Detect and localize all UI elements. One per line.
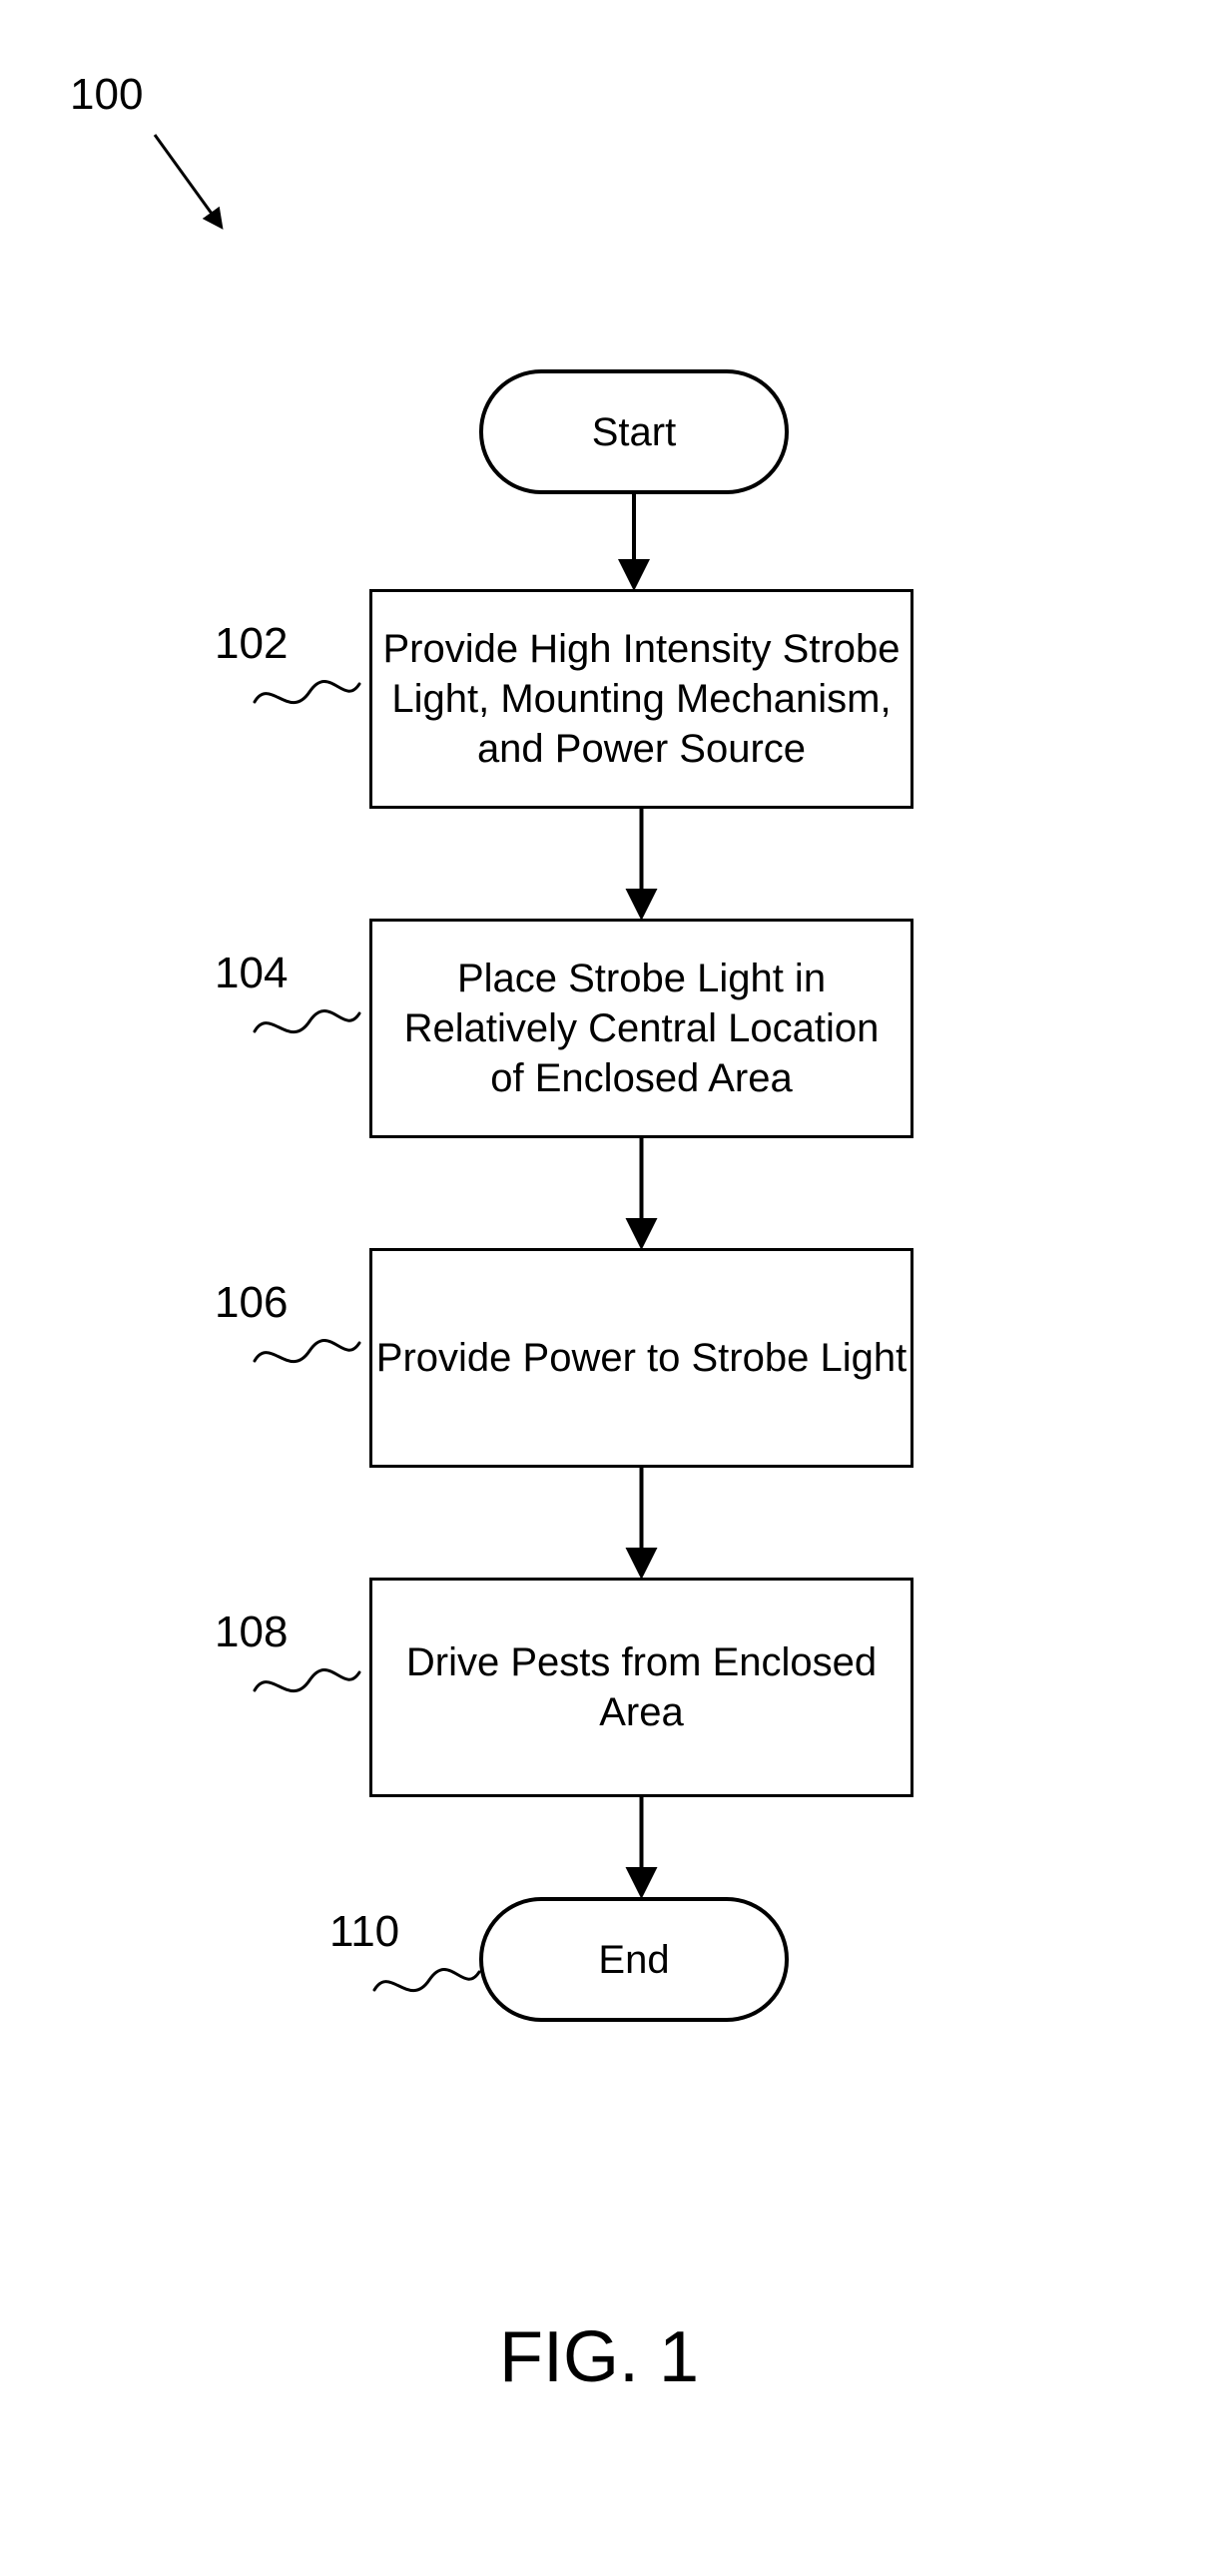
ref-lead-squiggle — [255, 1669, 359, 1690]
ref-lead-squiggle — [255, 1340, 359, 1361]
ref-label-104: 104 — [215, 949, 288, 998]
ref-label-106: 106 — [215, 1278, 288, 1328]
ref-lead-squiggle — [255, 681, 359, 702]
figure-title: FIG. 1 — [499, 2316, 699, 2398]
ref-label-108: 108 — [215, 1608, 288, 1657]
ref-label-100: 100 — [70, 70, 143, 120]
process-step-106-label: Provide Power to Strobe Light — [376, 1333, 907, 1383]
ref-label-110: 110 — [329, 1907, 399, 1957]
ref-lead-arrow — [155, 135, 220, 225]
terminator-start: Start — [479, 369, 789, 494]
process-step-104: Place Strobe Light in Relatively Central… — [369, 919, 913, 1138]
flowchart-canvas: Start Provide High Intensity Strobe Ligh… — [0, 0, 1213, 2576]
process-step-102-label: Provide High Intensity Strobe Light, Mou… — [382, 624, 900, 774]
ref-lead-squiggle — [255, 1010, 359, 1031]
process-step-106: Provide Power to Strobe Light — [369, 1248, 913, 1468]
ref-label-102: 102 — [215, 619, 288, 669]
process-step-104-label: Place Strobe Light in Relatively Central… — [404, 954, 880, 1103]
terminator-end: End — [479, 1897, 789, 2022]
terminator-end-label: End — [598, 1935, 669, 1985]
ref-lead-squiggle — [374, 1969, 479, 1990]
process-step-108: Drive Pests from Enclosed Area — [369, 1578, 913, 1797]
process-step-102: Provide High Intensity Strobe Light, Mou… — [369, 589, 913, 809]
process-step-108-label: Drive Pests from Enclosed Area — [372, 1637, 910, 1737]
terminator-start-label: Start — [592, 407, 676, 457]
